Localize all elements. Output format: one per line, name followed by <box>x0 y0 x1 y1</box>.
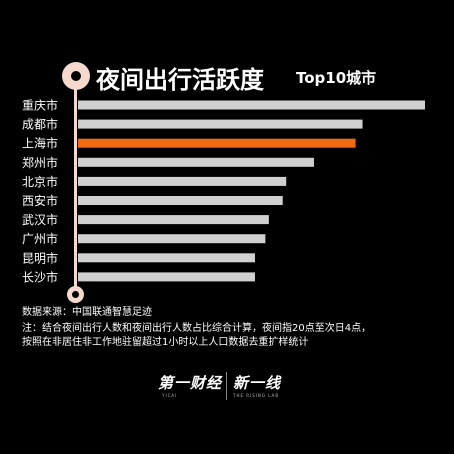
rising-lab-logo: 新一线 <box>233 374 282 392</box>
timeline-top-dot-center <box>71 71 81 81</box>
category-label: 上海市 <box>22 136 58 151</box>
category-label: 长沙市 <box>22 269 58 284</box>
bar-9 <box>78 253 255 263</box>
category-label: 郑州市 <box>22 155 58 170</box>
category-label: 成都市 <box>22 117 58 132</box>
timeline-line <box>74 88 77 293</box>
note-line-1: 注：结合夜间出行人数和夜间出行人数占比综合计算，夜间指20点至次日4点， <box>22 323 372 334</box>
category-label: 武汉市 <box>22 212 58 227</box>
bar-6 <box>78 196 283 205</box>
chart-subtitle: Top10城市 <box>296 69 377 87</box>
category-label: 北京市 <box>22 174 58 189</box>
timeline-top-dot <box>62 62 90 90</box>
logo-divider <box>226 372 227 400</box>
timeline-bottom-dot <box>67 286 84 303</box>
bar-7 <box>78 215 269 225</box>
category-label: 重庆市 <box>22 98 58 113</box>
source-text: 数据来源：中国联通智慧足迹 <box>22 307 152 318</box>
bar-3 <box>78 138 356 148</box>
yicai-logo: 第一财经 <box>158 374 223 392</box>
rising-lab-logo-sub: THE RISING LAB <box>233 393 280 398</box>
chart-title: 夜间出行活跃度 <box>96 66 264 94</box>
note-line-2: 按照在非居住非工作地驻留超过1小时以上人口数据去重扩样统计 <box>22 337 309 348</box>
category-label: 广州市 <box>22 231 58 246</box>
timeline-bottom-dot-center <box>72 291 79 298</box>
bar-5 <box>78 176 287 186</box>
category-label: 西安市 <box>22 193 58 208</box>
bar-10 <box>78 272 255 282</box>
bar-1 <box>78 100 425 110</box>
category-label: 昆明市 <box>22 250 58 265</box>
yicai-logo-sub: YICAI <box>162 393 178 398</box>
bar-4 <box>78 157 314 167</box>
bar-8 <box>78 234 266 244</box>
bar-2 <box>78 119 363 129</box>
